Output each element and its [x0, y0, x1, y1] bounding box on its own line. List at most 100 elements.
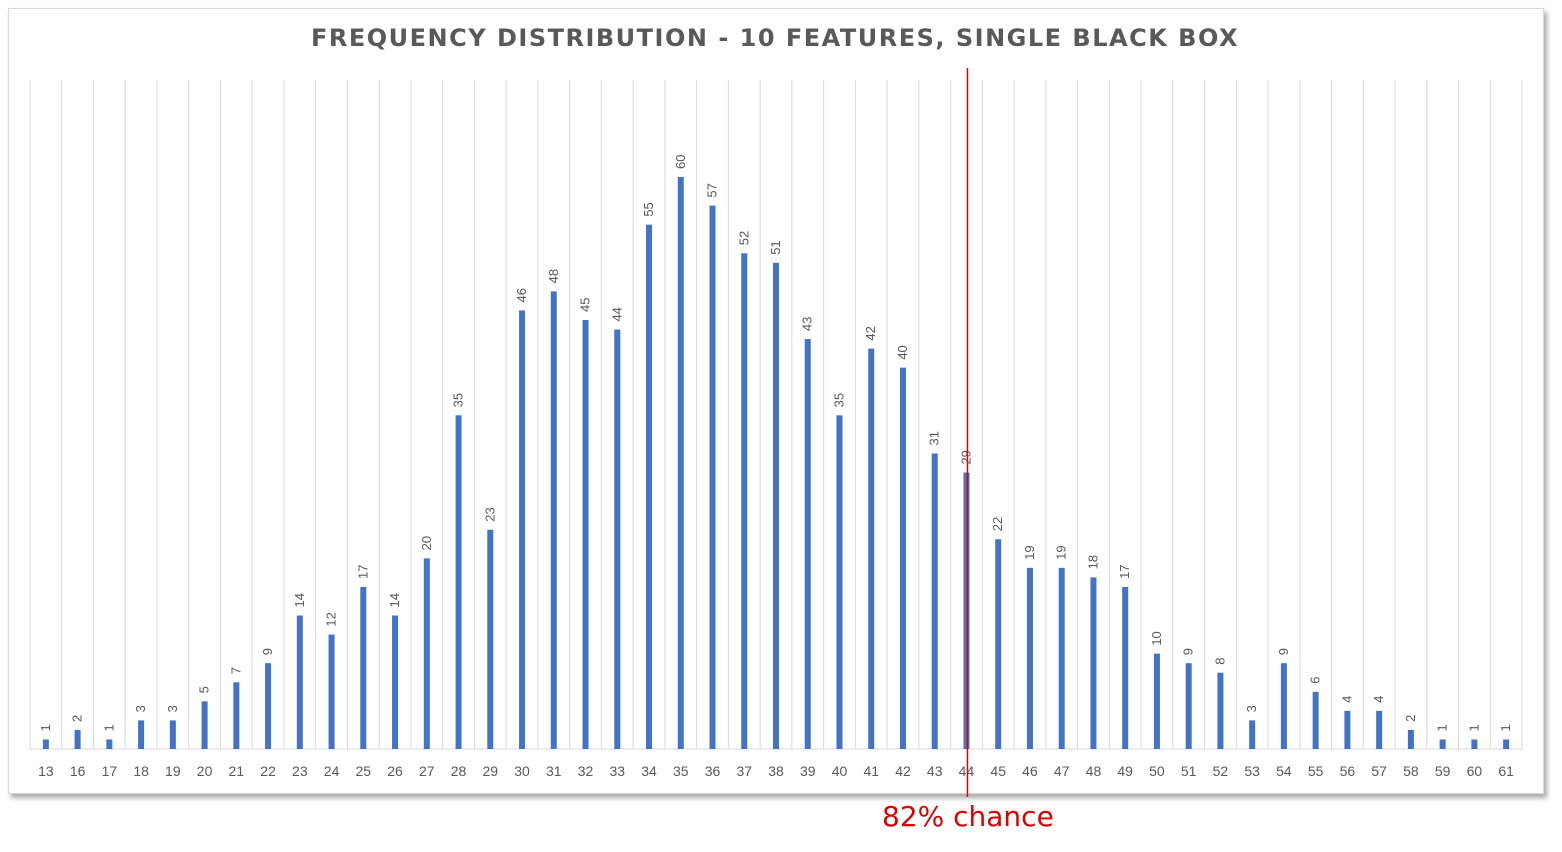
bar — [1503, 739, 1510, 749]
x-tick-label: 31 — [546, 763, 562, 779]
data-label: 9 — [1276, 648, 1291, 655]
bar — [1217, 672, 1224, 749]
x-tick-label: 54 — [1276, 763, 1292, 779]
x-tick-label: 47 — [1054, 763, 1070, 779]
chart-title: FREQUENCY DISTRIBUTION - 10 FEATURES, SI… — [310, 24, 1239, 52]
x-tick-label: 40 — [832, 763, 848, 779]
x-tick-label: 16 — [70, 763, 86, 779]
x-tick-label: 21 — [229, 763, 245, 779]
data-label: 20 — [419, 536, 434, 550]
data-label: 9 — [1181, 648, 1196, 655]
x-tick-label: 17 — [102, 763, 118, 779]
data-label: 35 — [831, 393, 846, 407]
bar — [1471, 739, 1478, 749]
x-tick-label: 45 — [990, 763, 1006, 779]
x-tick-label: 41 — [863, 763, 879, 779]
data-label: 52 — [736, 231, 751, 245]
data-label: 6 — [1308, 677, 1323, 684]
bar — [1439, 739, 1446, 749]
bar — [741, 253, 748, 749]
bar — [42, 739, 49, 749]
data-label: 3 — [165, 705, 180, 712]
x-tick-label: 60 — [1467, 763, 1483, 779]
data-label: 42 — [863, 326, 878, 340]
x-tick-label: 37 — [736, 763, 752, 779]
data-label: 2 — [70, 715, 85, 722]
x-tick-label: 52 — [1213, 763, 1229, 779]
bar — [836, 415, 843, 749]
x-tick-label: 43 — [927, 763, 943, 779]
x-tick-label: 42 — [895, 763, 911, 779]
x-tick-label: 53 — [1244, 763, 1260, 779]
x-tick-label: 57 — [1371, 763, 1387, 779]
data-label: 17 — [1117, 564, 1132, 578]
data-label: 45 — [578, 298, 593, 312]
bar — [106, 739, 113, 749]
x-tick-label: 25 — [356, 763, 372, 779]
data-label: 1 — [1498, 724, 1513, 731]
x-tick-label: 13 — [38, 763, 54, 779]
data-label: 17 — [355, 564, 370, 578]
x-tick-label: 55 — [1308, 763, 1324, 779]
bar — [233, 682, 240, 749]
data-label: 1 — [38, 724, 53, 731]
bar — [138, 720, 145, 749]
data-label: 19 — [1022, 545, 1037, 559]
data-label: 4 — [1339, 696, 1354, 703]
data-label: 18 — [1085, 555, 1100, 569]
bar — [201, 701, 208, 749]
bar — [74, 729, 81, 749]
x-tick-label: 22 — [260, 763, 276, 779]
bar — [1344, 710, 1351, 749]
data-label: 57 — [705, 183, 720, 197]
bar — [265, 663, 272, 749]
data-label: 8 — [1212, 657, 1227, 664]
bar — [1280, 663, 1287, 749]
bar — [423, 558, 430, 749]
bar — [614, 329, 621, 749]
x-tick-label: 19 — [165, 763, 181, 779]
data-label: 3 — [1244, 705, 1259, 712]
data-label: 22 — [990, 517, 1005, 531]
data-label: 14 — [387, 593, 402, 607]
bar — [1312, 691, 1319, 749]
data-label: 2 — [1403, 715, 1418, 722]
data-label: 44 — [609, 307, 624, 321]
bar — [1153, 653, 1160, 749]
data-label: 19 — [1054, 545, 1069, 559]
bar — [1376, 710, 1383, 749]
data-label: 14 — [292, 593, 307, 607]
x-tick-label: 27 — [419, 763, 435, 779]
data-label: 1 — [1435, 724, 1450, 731]
data-label: 12 — [324, 612, 339, 626]
data-label: 9 — [260, 648, 275, 655]
bar — [773, 262, 779, 749]
x-tick-label: 46 — [1022, 763, 1038, 779]
x-tick-label: 61 — [1498, 763, 1514, 779]
bar — [1249, 720, 1256, 749]
x-tick-label: 26 — [387, 763, 403, 779]
bar — [519, 310, 526, 749]
data-label: 29 — [958, 450, 973, 464]
data-label: 48 — [546, 269, 561, 283]
bar — [1122, 586, 1129, 749]
x-tick-label: 56 — [1340, 763, 1356, 779]
bar — [1026, 567, 1033, 749]
data-label: 7 — [228, 667, 243, 674]
bar — [931, 453, 938, 749]
bar — [1407, 729, 1414, 749]
x-tick-label: 34 — [641, 763, 657, 779]
bar — [328, 634, 335, 749]
data-label: 5 — [197, 686, 212, 693]
bar — [296, 615, 303, 749]
bar — [487, 529, 494, 749]
x-tick-label: 29 — [483, 763, 499, 779]
x-tick-label: 59 — [1435, 763, 1451, 779]
x-tick-label: 44 — [959, 763, 975, 779]
bar — [868, 348, 875, 749]
data-label: 31 — [927, 431, 942, 445]
x-tick-label: 28 — [451, 763, 467, 779]
x-tick-label: 51 — [1181, 763, 1197, 779]
data-label: 60 — [673, 155, 688, 169]
data-label: 43 — [800, 317, 815, 331]
